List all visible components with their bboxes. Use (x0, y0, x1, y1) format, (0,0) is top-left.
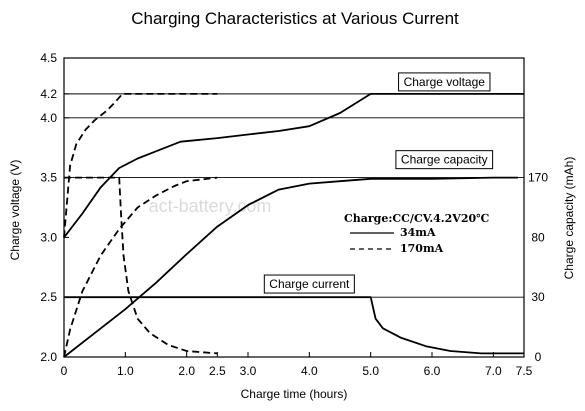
series-line-2 (64, 296, 524, 355)
y-tick-label-5: 4.2 (40, 87, 57, 101)
watermark-text: act-battery.com (149, 196, 272, 216)
y-tick-label-6: 4.5 (40, 51, 57, 65)
y2-axis-label: Charge capacity (mAh) (562, 157, 576, 280)
annotation-box-2 (263, 274, 355, 294)
y-tick-label-0: 2.0 (40, 350, 57, 364)
annotation-label-0: Charge voltage (404, 75, 486, 89)
y-tick-label-4: 4.0 (40, 111, 57, 125)
y-tick-label-3: 3.5 (40, 171, 57, 185)
y2-tick-label-1: 80 (531, 230, 545, 244)
annotation-box-0 (398, 72, 491, 92)
x-axis-label: Charge time (hours) (241, 387, 348, 401)
series-line-4 (63, 176, 218, 358)
x-tick-label-9: 7.5 (516, 364, 533, 378)
x-tick-label-6: 5.0 (362, 364, 379, 378)
x-tick-label-8: 7.0 (485, 364, 502, 378)
chart-title: Charging Characteristics at Various Curr… (131, 9, 459, 28)
x-tick-label-5: 4.0 (301, 364, 318, 378)
y-tick-label-2: 3.0 (40, 230, 57, 244)
x-tick-label-3: 2.5 (209, 364, 226, 378)
annotation-label-2: Charge current (269, 277, 350, 291)
legend-label-0: 34mA (400, 226, 436, 239)
x-tick-label-1: 1.0 (117, 364, 134, 378)
legend-label-1: 170mA (400, 242, 444, 255)
x-tick-label-7: 6.0 (424, 364, 441, 378)
annotation-box-1 (395, 150, 494, 170)
x-tick-label-4: 3.0 (240, 364, 257, 378)
plot-frame (63, 57, 525, 358)
x-tick-label-0: 0 (61, 364, 68, 378)
annotations: Charge voltage Charge capacity Charge curr… (263, 72, 494, 294)
series-line-3 (63, 93, 218, 238)
series-line-0 (63, 93, 524, 238)
series-line-1 (63, 176, 518, 358)
y-tick-label-1: 2.5 (40, 290, 57, 304)
y-axis-label: Charge voltage (V) (8, 160, 22, 261)
x-tick-label-2: 2.0 (178, 364, 195, 378)
series-line-5 (64, 176, 218, 355)
series-group (63, 93, 524, 358)
x-axis-ticks: 0 1.0 2.0 2.5 3.0 4.0 5.0 6.0 7.0 7.5 (61, 352, 533, 378)
y-axis-ticks: 2.0 2.5 3.0 3.5 4.0 4.2 4.5 (40, 51, 69, 364)
legend-title: Charge:CC/CV.4.2V20℃ (344, 212, 489, 225)
annotation-label-1: Charge capacity (401, 153, 488, 167)
y2-tick-label-3: 0 (535, 350, 542, 364)
y2-tick-label-2: 30 (531, 290, 545, 304)
y2-axis-ticks: 170 80 30 0 (528, 171, 548, 364)
annotation-1: Charge capacity (395, 150, 494, 170)
annotation-0: Charge voltage (398, 72, 491, 92)
y2-tick-label-0: 170 (528, 171, 548, 185)
annotation-2: Charge current (263, 274, 355, 294)
